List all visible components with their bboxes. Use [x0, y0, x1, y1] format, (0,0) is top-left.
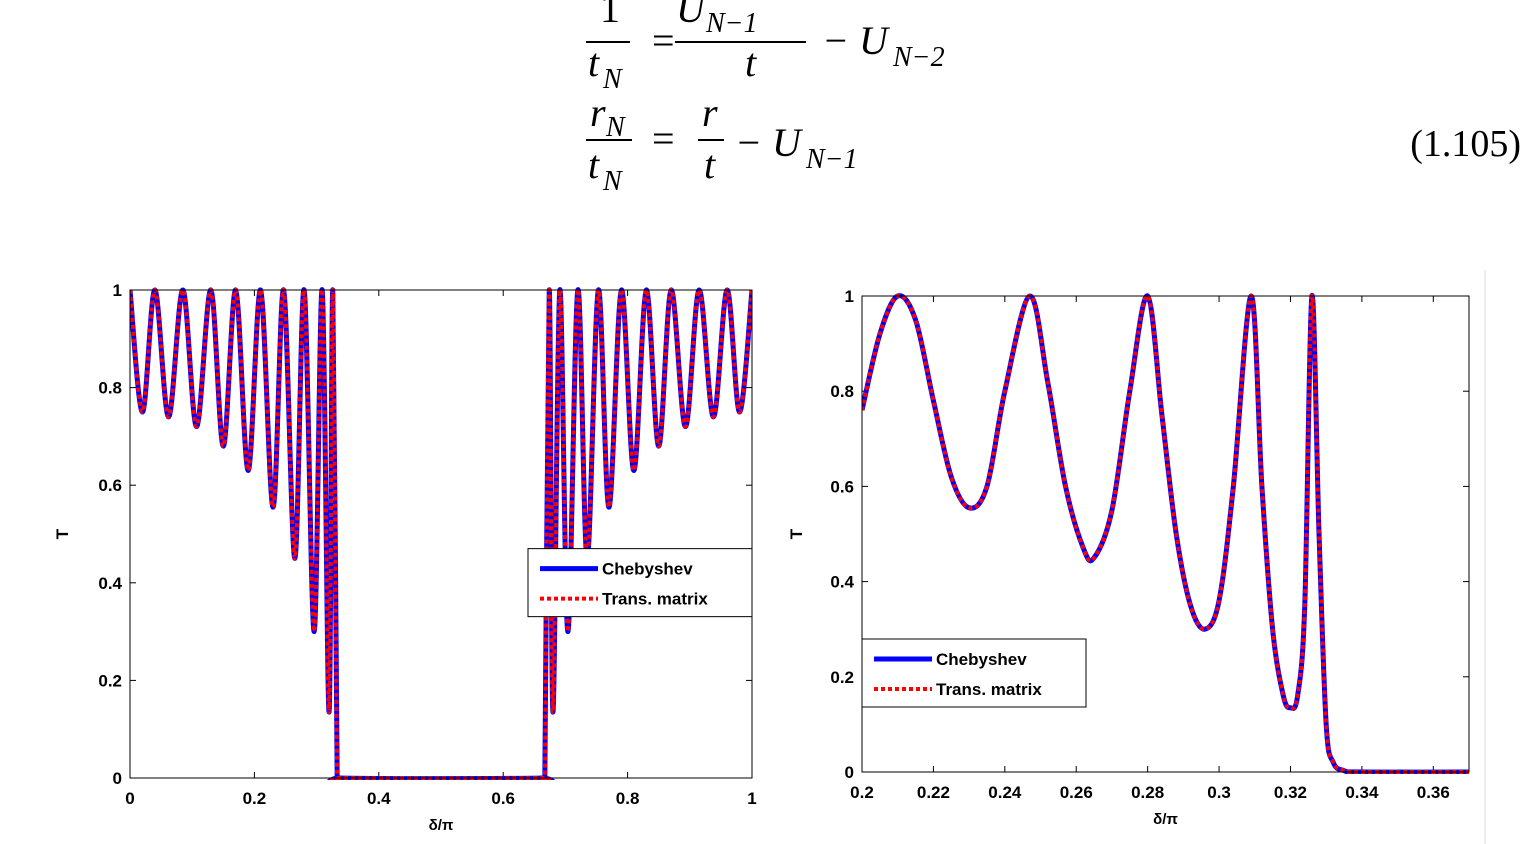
eq-text: r — [702, 90, 718, 135]
legend-label: Chebyshev — [602, 560, 693, 579]
eq-text: U — [676, 0, 708, 31]
legend-label: Trans. matrix — [936, 680, 1042, 699]
eq-sub: N — [602, 64, 623, 95]
legend: Chebyshev Trans. matrix — [527, 548, 753, 618]
eq-sub: N — [605, 112, 626, 143]
legend-box — [527, 548, 753, 618]
eq-sub: N — [602, 166, 623, 197]
y-tick-label: 0.6 — [830, 477, 854, 496]
y-tick-label: 0.4 — [98, 574, 122, 593]
y-tick-label: 0.8 — [98, 379, 122, 398]
data-line — [130, 287, 752, 780]
x-axis-label: δ/π — [1153, 811, 1178, 828]
x-axis-label: δ/π — [429, 817, 454, 834]
chart: 00.20.40.60.810.2 0.22 0.24 0.26 0.28 0.3 0.32… — [787, 287, 1470, 828]
x-tick-label: 0.24 — [988, 783, 1022, 802]
legend-label: Trans. matrix — [602, 590, 708, 609]
x-tick-label: 0.28 — [1131, 783, 1164, 802]
y-tick-label: 0.2 — [98, 671, 122, 690]
y-tick-label: 0 — [845, 763, 854, 782]
y-tick-label: 1 — [845, 287, 854, 306]
x-tick-label: 0.34 — [1345, 783, 1379, 802]
legend: Chebyshev Trans. matrix — [861, 638, 1087, 708]
eq-number: (1.105) — [1410, 123, 1521, 165]
y-tick-label: 0 — [113, 769, 122, 788]
x-tick-label: 0.8 — [616, 789, 640, 808]
eq-text: t — [588, 142, 600, 187]
x-tick-label: 0.22 — [917, 783, 950, 802]
x-tick-label: 0.2 — [243, 789, 267, 808]
x-tick-label: 0.3 — [1207, 783, 1231, 802]
x-tick-label: 0.4 — [367, 789, 391, 808]
x-tick-label: 0.6 — [491, 789, 515, 808]
x-tick-label: 0 — [125, 789, 134, 808]
x-tick-label: 0.26 — [1060, 783, 1093, 802]
eq-text: t — [745, 40, 757, 85]
y-axis-label: T — [787, 528, 806, 539]
y-tick-label: 1 — [113, 281, 122, 300]
x-tick-label: 0.2 — [850, 783, 874, 802]
legend-label: Chebyshev — [936, 650, 1027, 669]
y-tick-label: 0.2 — [830, 668, 854, 687]
x-tick-label: 0.36 — [1417, 783, 1450, 802]
plot-frame — [129, 289, 753, 779]
equation: 1 t N = U N−1 t − U N−2 r N t N = r t − … — [586, 0, 1521, 197]
eq-text: r — [590, 90, 606, 135]
eq-text: 1 — [600, 0, 620, 31]
eq-text: t — [588, 40, 600, 85]
eq-rel: = — [652, 116, 675, 161]
eq-text: − U — [822, 18, 891, 63]
legend-box — [861, 638, 1087, 708]
eq-sub: N−1 — [805, 144, 858, 175]
eq-sub: N−1 — [705, 8, 758, 39]
y-axis-label: T — [53, 528, 72, 539]
x-tick-label: 1 — [747, 789, 756, 808]
y-tick-label: 0.4 — [830, 573, 854, 592]
data-line — [862, 293, 1469, 774]
plot-area — [130, 290, 752, 778]
x-tick-label: 0.32 — [1274, 783, 1307, 802]
eq-text: t — [704, 142, 716, 187]
eq-rel: = — [652, 18, 675, 63]
eq-sub: N−2 — [892, 42, 945, 73]
eq-text: − U — [735, 120, 804, 165]
y-tick-label: 0.8 — [830, 382, 854, 401]
plot-frame — [861, 295, 1470, 773]
y-tick-label: 0.6 — [98, 476, 122, 495]
chart: 0 0.2 0.4 0.6 0.8 1 0 0.2 0.4 0.6 0.8 1 δ/π T Chebyshe… — [53, 281, 757, 834]
